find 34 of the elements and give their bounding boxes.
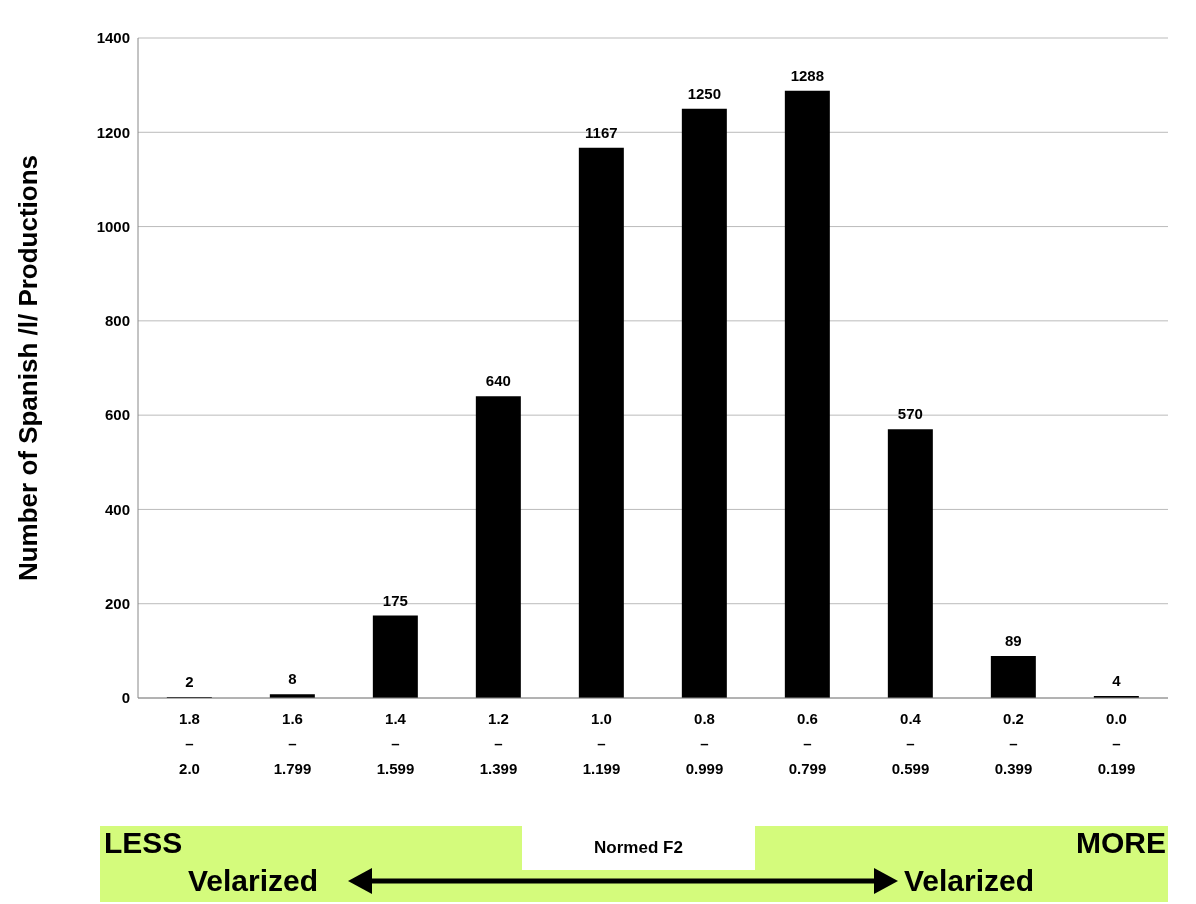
y-tick-label: 1200 [96,123,130,141]
x-tick-label: 1.8 – 2.0 [179,710,200,777]
x-tick-label: 1.2 – 1.399 [479,710,518,777]
x-tick-label: 0.0 – 0.199 [1097,710,1136,777]
x-tick-label: 0.2 – 0.399 [994,710,1033,777]
y-tick-label: 0 [121,689,130,707]
y-tick-label: 600 [104,406,130,424]
data-label: 1167 [585,123,618,141]
y-tick-label: 800 [104,312,130,330]
data-label: 570 [897,405,923,423]
data-label: 640 [485,372,511,390]
y-tick-label: 200 [104,595,130,613]
text: MORE [1076,826,1166,860]
data-label: 175 [382,591,408,609]
x-tick-label: 1.4 – 1.599 [376,710,415,777]
x-tick-label: 1.6 – 1.799 [273,710,312,777]
x-axis-title: Normed F2 [522,826,755,870]
y-tick-label: 400 [104,500,130,518]
data-label: 8 [288,670,297,688]
x-tick-label: 0.8 – 0.999 [685,710,724,777]
y-tick-label: 1000 [96,217,130,235]
y-tick-label: 1400 [96,29,130,47]
data-label: 89 [1005,632,1022,650]
data-label: 2 [185,673,194,691]
text: Velarized [188,864,319,898]
data-label: 1288 [790,66,825,84]
data-label: 1250 [687,84,722,102]
x-tick-label: 0.6 – 0.799 [788,710,827,777]
text: LESS [104,826,183,860]
y-axis-title: Number of Spanish /l/ Productions [13,154,44,582]
data-label: 4 [1112,672,1122,690]
x-tick-label: 1.0 – 1.199 [582,710,621,777]
x-tick-label: 0.4 – 0.599 [891,710,930,777]
text: Velarized [904,864,1035,898]
